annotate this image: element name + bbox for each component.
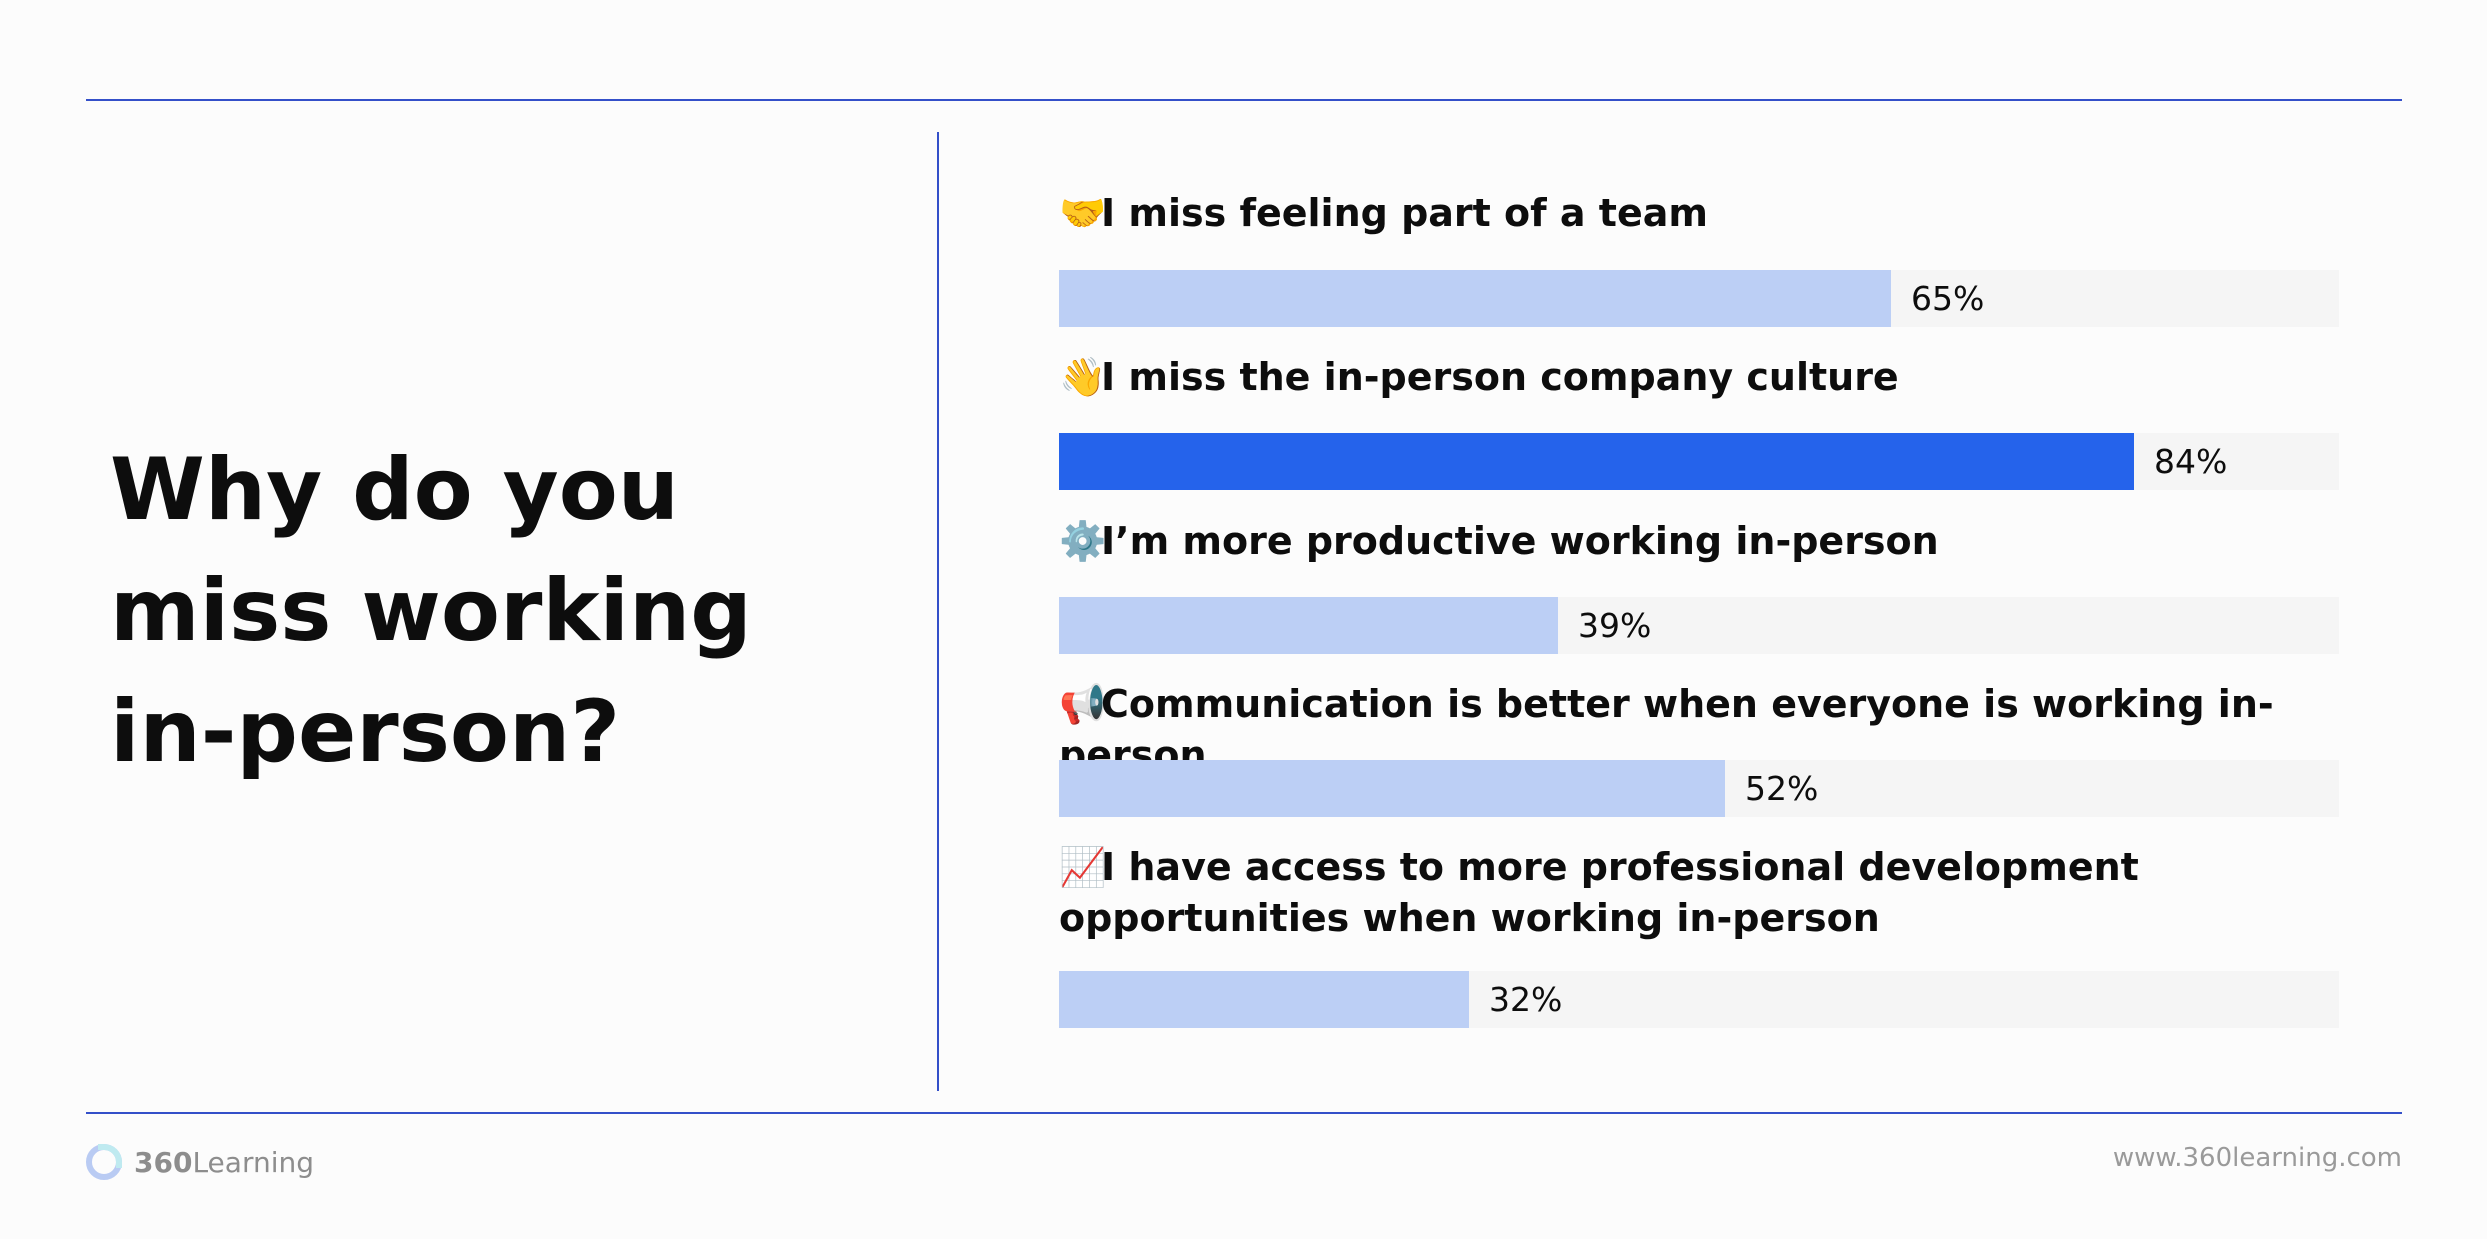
bar-value-label: 65% — [1911, 279, 1985, 318]
bar-track: 52% — [1059, 760, 2339, 817]
bar-fill — [1059, 760, 1725, 817]
bar-label-text: Communication is better when everyone is… — [1059, 682, 2274, 777]
bar-value-label: 52% — [1745, 769, 1819, 808]
brand-logo: 360Learning — [86, 1137, 314, 1187]
bar-item: ⚙️I’m more productive working in-person — [1059, 516, 2339, 567]
question-title: Why do you miss working in-person? — [110, 440, 752, 782]
website-url: www.360learning.com — [2112, 1143, 2402, 1173]
chart-increasing-icon: 📈 — [1059, 845, 1107, 889]
bar-label-text: I miss feeling part of a team — [1101, 191, 1708, 235]
bar-label: 📢Communication is better when everyone i… — [1059, 679, 2329, 781]
bar-track: 39% — [1059, 597, 2339, 654]
logo-ring-icon — [86, 1144, 122, 1180]
bar-label-text: I miss the in-person company culture — [1101, 355, 1899, 399]
bar-item: 👋I miss the in-person company culture — [1059, 352, 2339, 403]
bar-label: 📈I have access to more professional deve… — [1059, 842, 2329, 944]
bar-track: 32% — [1059, 971, 2339, 1028]
bar-item: 🤝I miss feeling part of a team — [1059, 188, 2339, 239]
megaphone-icon: 📢 — [1059, 682, 1107, 726]
bar-fill — [1059, 597, 1558, 654]
bar-label: 🤝I miss feeling part of a team — [1059, 188, 2329, 239]
logo-text-strong: 360 — [134, 1145, 193, 1179]
logo-text-rest: Learning — [192, 1145, 315, 1179]
top-rule — [86, 99, 2402, 101]
bar-value-label: 84% — [2154, 442, 2228, 481]
waving-hand-icon: 👋 — [1059, 355, 1107, 399]
bar-track: 65% — [1059, 270, 2339, 327]
bar-value-label: 32% — [1489, 980, 1563, 1019]
bar-fill — [1059, 270, 1891, 327]
bar-label-text: I have access to more professional devel… — [1059, 845, 2139, 940]
bar-fill — [1059, 433, 2134, 490]
bar-track: 84% — [1059, 433, 2339, 490]
vertical-divider — [937, 132, 939, 1091]
bar-item: 📢Communication is better when everyone i… — [1059, 679, 2339, 781]
gear-icon: ⚙️ — [1059, 519, 1107, 563]
bar-label: ⚙️I’m more productive working in-person — [1059, 516, 2329, 567]
handshake-icon: 🤝 — [1059, 191, 1107, 235]
bar-chart: 🤝I miss feeling part of a team 65% 👋I miss… — [1059, 0, 2339, 1239]
bar-label-text: I’m more productive working in-person — [1101, 519, 1939, 563]
bar-fill — [1059, 971, 1469, 1028]
bar-value-label: 39% — [1578, 606, 1652, 645]
bar-label: 👋I miss the in-person company culture — [1059, 352, 2329, 403]
bar-item: 📈I have access to more professional deve… — [1059, 842, 2339, 944]
bottom-rule — [86, 1112, 2402, 1114]
